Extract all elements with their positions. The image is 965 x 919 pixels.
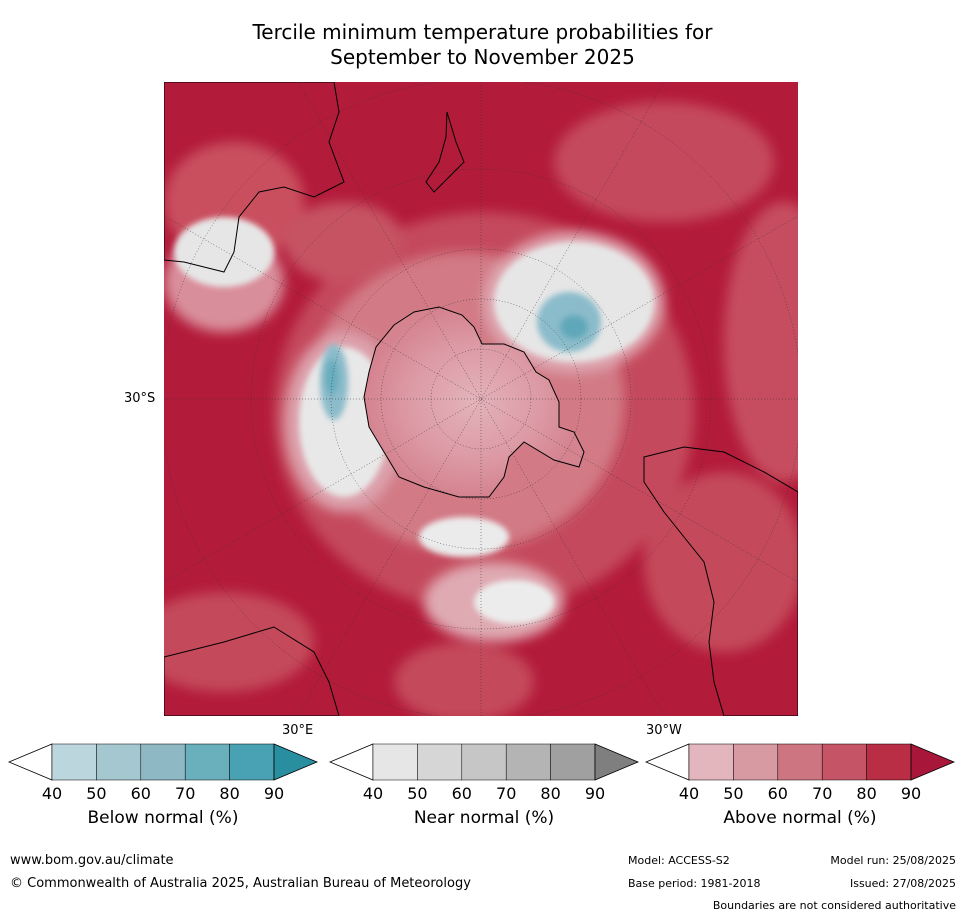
below-normal-areas xyxy=(320,292,601,420)
legend-tick-label: 90 xyxy=(263,784,285,803)
legend-arrow-low xyxy=(7,743,53,781)
legend-color-box xyxy=(821,743,867,781)
legend-arrow-high xyxy=(910,743,956,781)
footer-issued: Issued: 27/08/2025 xyxy=(849,877,956,890)
legend-color-box xyxy=(688,743,734,781)
legend-color-box xyxy=(140,743,186,781)
legend-color-box xyxy=(184,743,230,781)
legend-above-normal-ticks: 40 50 60 70 80 90 xyxy=(645,784,955,804)
footer-base-period: Base period: 1981-2018 xyxy=(628,877,761,890)
legend-color-box xyxy=(550,743,596,781)
lon-label-30w: 30°W xyxy=(646,723,682,738)
legend-color-box xyxy=(505,743,551,781)
legend-arrow-low xyxy=(328,743,374,781)
title-line-2: September to November 2025 xyxy=(330,45,635,69)
south-america-coast xyxy=(643,446,798,716)
legend-tick-label: 50 xyxy=(86,784,107,803)
legend-near-normal-label: Near normal (%) xyxy=(413,808,555,828)
legend-tick-label: 50 xyxy=(723,784,744,803)
legend-tick-label: 40 xyxy=(678,784,700,803)
legend-above-normal-label: Above normal (%) xyxy=(723,808,877,828)
title-line-1: Tercile minimum temperature probabilitie… xyxy=(252,20,713,44)
legend-near-normal-bar xyxy=(328,743,640,781)
legend-tick-label: 70 xyxy=(812,784,833,803)
legend-above-normal: 40 50 60 70 80 90 Above normal (%) xyxy=(644,742,956,842)
map-title: Tercile minimum temperature probabilitie… xyxy=(0,20,965,70)
lat-label-30s: 30°S xyxy=(124,391,156,406)
legend-color-box xyxy=(96,743,142,781)
footer-model: Model: ACCESS-S2 xyxy=(628,854,730,867)
legend-tick-label: 70 xyxy=(496,784,517,803)
legend-tick-label: 60 xyxy=(451,784,472,803)
legend-color-box xyxy=(461,743,507,781)
legend-color-box xyxy=(229,743,275,781)
footer-model-run: Model run: 25/08/2025 xyxy=(830,854,956,867)
probability-map xyxy=(164,82,798,716)
legend-below-normal: 40 50 60 70 80 90 Below normal (%) xyxy=(7,742,319,842)
legend-color-box xyxy=(777,743,823,781)
legend-tick-label: 40 xyxy=(41,784,63,803)
legend-color-box xyxy=(372,743,418,781)
antarctica-continent xyxy=(363,306,585,498)
legend-arrow-high xyxy=(273,743,319,781)
legend-tick-label: 90 xyxy=(584,784,606,803)
legend-color-box xyxy=(733,743,779,781)
legend-tick-label: 80 xyxy=(540,784,561,803)
legend-below-normal-bar xyxy=(7,743,319,781)
footer-copyright: © Commonwealth of Australia 2025, Austra… xyxy=(10,876,471,891)
legend-tick-label: 80 xyxy=(856,784,877,803)
legend-tick-label: 60 xyxy=(130,784,151,803)
legend-below-normal-label: Below normal (%) xyxy=(87,808,239,828)
new-zealand-coast xyxy=(425,111,465,193)
legend-color-box xyxy=(417,743,463,781)
footer-disclaimer: Boundaries are not considered authoritat… xyxy=(712,899,956,912)
legend-tick-label: 50 xyxy=(407,784,428,803)
legend-tick-label: 70 xyxy=(175,784,196,803)
legend-tick-label: 90 xyxy=(900,784,922,803)
africa-coast xyxy=(164,626,340,716)
legend-arrow-high xyxy=(594,743,640,781)
legend-tick-label: 80 xyxy=(219,784,240,803)
legend-tick-label: 40 xyxy=(362,784,384,803)
lon-label-30e: 30°E xyxy=(282,723,314,738)
legend-above-normal-bar xyxy=(644,743,956,781)
legend-below-normal-ticks: 40 50 60 70 80 90 xyxy=(8,784,318,804)
legend-near-normal-ticks: 40 50 60 70 80 90 xyxy=(329,784,639,804)
legend-tick-label: 60 xyxy=(767,784,788,803)
legend-near-normal: 40 50 60 70 80 90 Near normal (%) xyxy=(328,742,640,842)
legend-color-box xyxy=(866,743,912,781)
legend-arrow-low xyxy=(644,743,690,781)
map-canvas xyxy=(164,82,798,716)
australia-coast xyxy=(164,82,345,273)
graticule xyxy=(164,82,798,716)
legend-color-box xyxy=(51,743,97,781)
footer-url: www.bom.gov.au/climate xyxy=(10,853,174,868)
